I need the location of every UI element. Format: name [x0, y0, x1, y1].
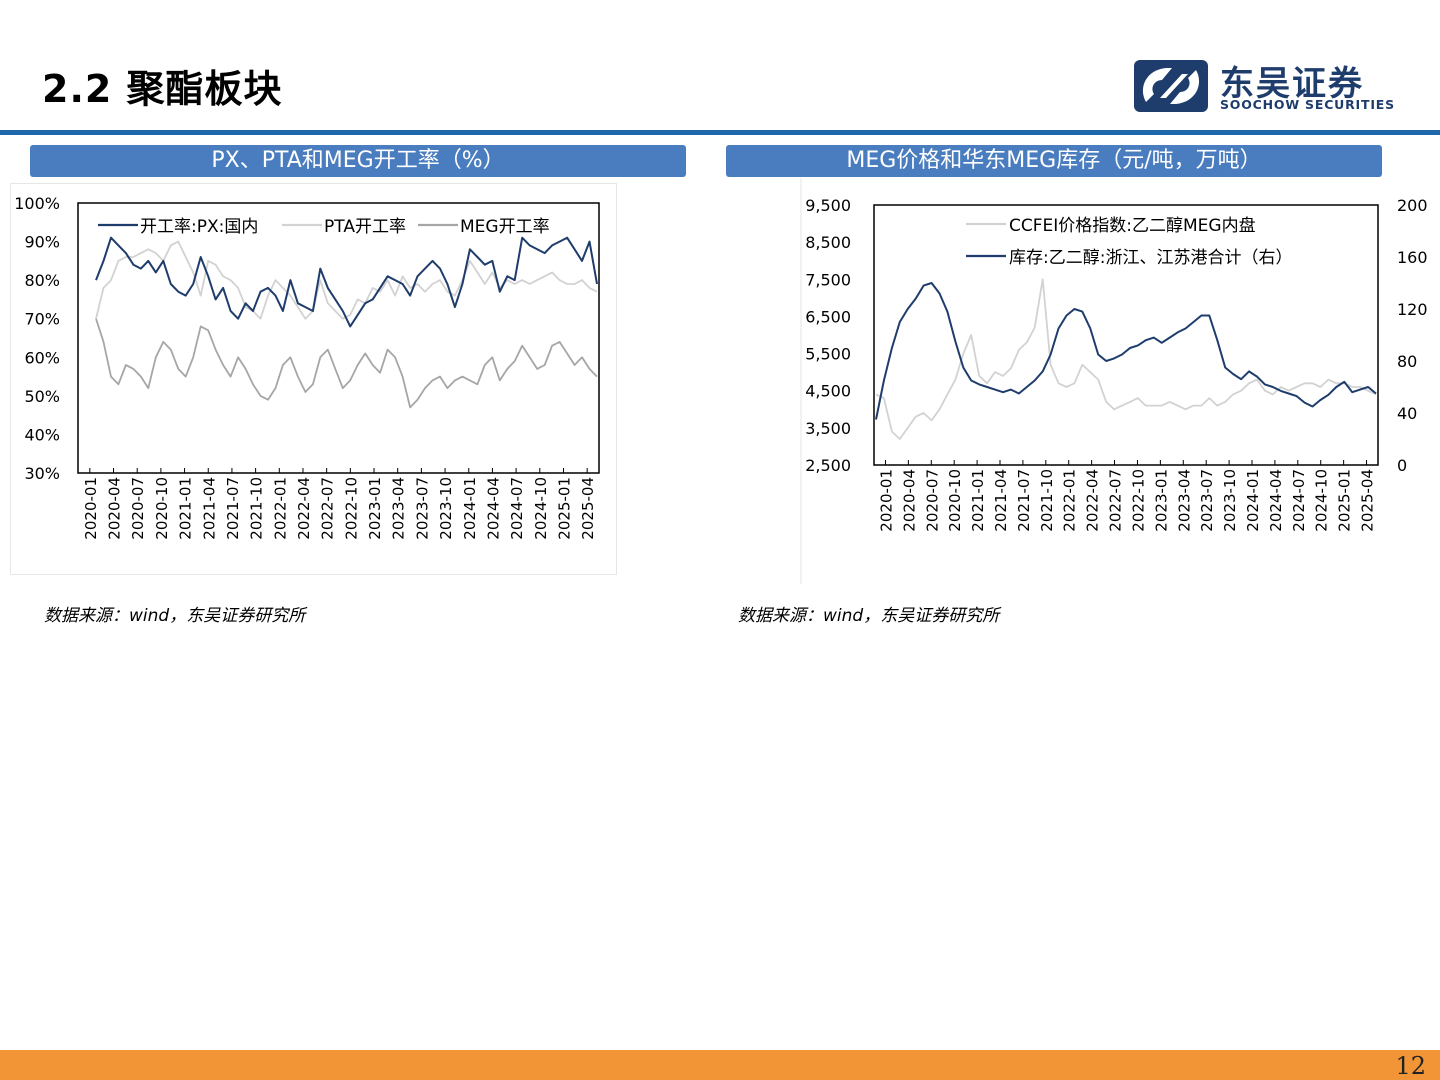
- x-tick-label: 2022-01: [271, 477, 289, 540]
- y-tick-label: 90%: [24, 233, 60, 252]
- x-tick-label: 2023-01: [1152, 469, 1170, 532]
- y-right-tick-label: 160: [1397, 248, 1428, 267]
- x-tick-label: 2022-04: [1084, 469, 1102, 532]
- x-tick-label: 2022-10: [342, 477, 360, 540]
- x-tick-label: 2024-01: [461, 477, 479, 540]
- series-line-meg-inventory: [875, 282, 1377, 420]
- y-right-tick-label: 200: [1397, 196, 1428, 215]
- x-tick-label: 2020-04: [106, 477, 124, 540]
- y-right-tick-label: 40: [1397, 404, 1417, 423]
- legend-label: PTA开工率: [324, 217, 406, 237]
- x-tick-label: 2022-10: [1129, 469, 1147, 532]
- series-line-px: [95, 236, 598, 328]
- x-tick-label: 2022-07: [319, 477, 337, 540]
- y-tick-label: 60%: [24, 348, 60, 367]
- legend-label: 库存:乙二醇:浙江、江苏港合计（右）: [1009, 248, 1292, 268]
- x-tick-label: 2022-07: [1107, 469, 1125, 532]
- y-left-tick-label: 2,500: [805, 456, 851, 475]
- x-tick-label: 2021-01: [177, 477, 195, 540]
- x-tick-label: 2023-10: [437, 477, 455, 540]
- y-left-tick-label: 8,500: [805, 233, 851, 252]
- plot-frame: [77, 202, 600, 474]
- legend-label: MEG开工率: [460, 217, 550, 237]
- x-tick-label: 2022-01: [1061, 469, 1079, 532]
- legend-label: CCFEI价格指数:乙二醇MEG内盘: [1009, 216, 1256, 236]
- chart-meg-price-inventory: 9,500 8,500 7,500 6,500 5,500 4,500 3,500 2,500…: [800, 178, 1440, 586]
- y-left-tick-label: 5,500: [805, 345, 851, 364]
- x-tick-label: 2023-07: [413, 477, 431, 540]
- y-left-tick-label: 4,500: [805, 382, 851, 401]
- source-note-right: 数据来源：wind，东吴证券研究所: [738, 606, 1000, 626]
- x-tick-label: 2021-07: [1015, 469, 1033, 532]
- x-tick-label: 2025-04: [579, 477, 597, 540]
- title-rule: [0, 130, 1440, 135]
- y-left-tick-label: 3,500: [805, 419, 851, 438]
- x-tick-label: 2024-10: [532, 477, 550, 540]
- x-tick-label: 2021-07: [224, 477, 242, 540]
- footer-bar: [0, 1050, 1440, 1080]
- x-tick-label: 2023-07: [1198, 469, 1216, 532]
- x-tick-label: 2022-04: [295, 477, 313, 540]
- y-tick-label: 100%: [14, 194, 60, 213]
- source-note-left: 数据来源：wind，东吴证券研究所: [44, 606, 306, 626]
- logo-name-cn: 东吴证券: [1220, 64, 1364, 104]
- x-tick-label: 2021-04: [200, 477, 218, 540]
- y-right-tick-label: 0: [1397, 456, 1407, 475]
- x-tick-label: 2021-04: [992, 469, 1010, 532]
- x-tick-label: 2023-04: [1175, 469, 1193, 532]
- x-tick-label: 2020-10: [153, 477, 171, 540]
- chart-meg-price-inventory-svg: 9,500 8,500 7,500 6,500 5,500 4,500 3,500 2,500…: [800, 178, 1428, 584]
- x-tick-label: 2025-01: [1336, 469, 1354, 532]
- x-tick-label: 2024-10: [1313, 469, 1331, 532]
- x-tick-label: 2024-07: [508, 477, 526, 540]
- page-title: 2.2 聚酯板块: [42, 67, 283, 111]
- x-tick-label: 2020-10: [946, 469, 964, 532]
- page-number: 12: [1395, 1052, 1426, 1080]
- y-right-tick-label: 80: [1397, 352, 1417, 371]
- x-tick-label: 2024-01: [1244, 469, 1262, 532]
- x-tick-label: 2024-07: [1290, 469, 1308, 532]
- y-tick-label: 30%: [24, 464, 60, 483]
- x-tick-label: 2025-04: [1359, 469, 1377, 532]
- y-left-tick-label: 9,500: [805, 196, 851, 215]
- panel-header-left: PX、PTA和MEG开工率（%）: [30, 145, 686, 177]
- x-tick-label: 2024-04: [1267, 469, 1285, 532]
- x-tick-label: 2024-04: [484, 477, 502, 540]
- x-tick-label: 2021-10: [248, 477, 266, 540]
- x-tick-label: 2023-04: [390, 477, 408, 540]
- y-tick-label: 40%: [24, 425, 60, 444]
- x-tick-label: 2020-07: [923, 469, 941, 532]
- y-tick-label: 70%: [24, 310, 60, 329]
- plot-frame: [873, 204, 1379, 466]
- x-tick-label: 2020-07: [129, 477, 147, 540]
- company-logo: 东吴证券 SOOCHOW SECURITIES: [1132, 56, 1412, 116]
- series-line-meg-price: [875, 278, 1377, 440]
- soochow-logo-icon: [1134, 60, 1208, 112]
- x-tick-label: 2025-01: [555, 477, 573, 540]
- y-right-tick-label: 120: [1397, 300, 1428, 319]
- x-tick-label: 2020-01: [82, 477, 100, 540]
- x-tick-label: 2021-10: [1038, 469, 1056, 532]
- chart-operating-rates-svg: 100% 90% 80% 70% 60% 50% 40% 30% 2020-01 2020-04…: [10, 183, 617, 575]
- x-tick-label: 2021-01: [969, 469, 987, 532]
- legend-label: 开工率:PX:国内: [140, 217, 258, 237]
- y-tick-label: 80%: [24, 271, 60, 290]
- y-tick-label: 50%: [24, 387, 60, 406]
- chart-operating-rates: 100% 90% 80% 70% 60% 50% 40% 30% 2020-01 2020-04…: [10, 183, 617, 575]
- y-left-tick-label: 6,500: [805, 307, 851, 326]
- y-left-tick-label: 7,500: [805, 270, 851, 289]
- x-tick-label: 2020-04: [900, 469, 918, 532]
- x-tick-label: 2023-01: [366, 477, 384, 540]
- panel-header-right: MEG价格和华东MEG库存（元/吨，万吨）: [726, 145, 1382, 177]
- x-tick-label: 2023-10: [1221, 469, 1239, 532]
- x-tick-label: 2020-01: [877, 469, 895, 532]
- series-line-meg: [95, 318, 598, 409]
- logo-name-en: SOOCHOW SECURITIES: [1220, 97, 1395, 112]
